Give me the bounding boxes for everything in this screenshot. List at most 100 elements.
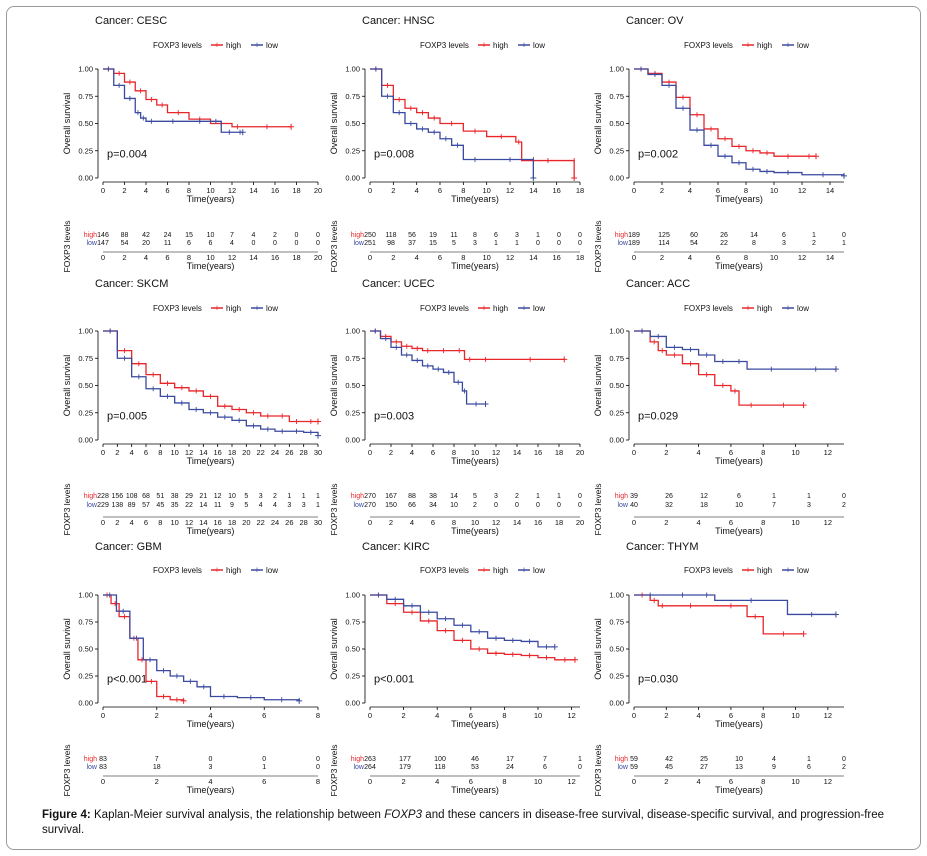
legend-marker-low: + — [785, 40, 790, 50]
x-tick-label: 12 — [798, 186, 806, 195]
risk-count-high: 125 — [658, 232, 670, 239]
x-tick-label: 2 — [664, 448, 668, 457]
x-tick-label: 20 — [314, 186, 322, 195]
risk-count-high: 4 — [772, 756, 776, 763]
risk-x-tick-label: 12 — [228, 253, 236, 262]
risk-count-low: 3 — [473, 240, 477, 247]
x-tick-label: 6 — [729, 448, 733, 457]
x-tick-label: 2 — [391, 186, 395, 195]
x-tick-label: 6 — [469, 711, 473, 720]
x-tick-label: 2 — [122, 186, 126, 195]
y-tick-label: 1.00 — [609, 591, 624, 600]
risk-count-high: 88 — [121, 232, 129, 239]
risk-count-low: 98 — [387, 240, 395, 247]
x-tick-label: 0 — [368, 711, 372, 720]
y-tick-label: 0.25 — [345, 408, 360, 417]
x-tick-label: 10 — [791, 448, 799, 457]
x-axis-label: Time(years) — [451, 719, 499, 729]
risk-x-tick-label: 4 — [435, 777, 439, 786]
risk-count-low: 66 — [408, 502, 416, 509]
y-axis-label: Overall survival — [329, 93, 339, 155]
risk-count-high: 3 — [494, 493, 498, 500]
x-tick-label: 14 — [826, 186, 834, 195]
risk-count-high: 24 — [164, 232, 172, 239]
legend-label-low: low — [266, 304, 278, 313]
risk-x-tick-label: 10 — [206, 253, 214, 262]
legend-marker-high: + — [745, 565, 750, 575]
risk-count-low: 0 — [316, 764, 320, 771]
risk-x-tick-label: 4 — [144, 253, 148, 262]
x-tick-label: 8 — [761, 448, 765, 457]
risk-x-tick-label: 4 — [697, 777, 701, 786]
risk-x-axis-label: Time(years) — [187, 526, 235, 536]
risk-x-tick-label: 14 — [529, 253, 537, 262]
y-tick-label: 0.00 — [345, 174, 360, 183]
risk-ylabel: FOXP3 levels — [329, 745, 339, 797]
risk-count-high: 29 — [185, 493, 193, 500]
risk-x-axis-label: Time(years) — [187, 261, 235, 271]
caption-label: Figure 4: — [42, 809, 91, 821]
risk-x-tick-label: 2 — [115, 518, 119, 527]
risk-count-low: 18 — [153, 764, 161, 771]
risk-x-tick-label: 8 — [761, 777, 765, 786]
risk-count-low: 0 — [557, 240, 561, 247]
risk-x-tick-label: 0 — [368, 518, 372, 527]
x-tick-label: 4 — [697, 448, 701, 457]
x-tick-label: 0 — [101, 448, 105, 457]
risk-x-tick-label: 12 — [506, 253, 514, 262]
risk-count-low: 15 — [429, 240, 437, 247]
censor-mark-high — [315, 418, 321, 425]
y-tick-label: 0.00 — [345, 436, 360, 445]
km-curve-low — [634, 594, 836, 616]
legend-label-low: low — [533, 304, 545, 313]
risk-count-high: 5 — [244, 493, 248, 500]
p-value: p=0.003 — [374, 410, 414, 422]
risk-ylabel: FOXP3 levels — [329, 221, 339, 273]
risk-count-low: 7 — [772, 502, 776, 509]
risk-count-high: 10 — [207, 232, 215, 239]
risk-count-high: 21 — [199, 493, 207, 500]
x-tick-label: 8 — [187, 186, 191, 195]
panel-title: Cancer: OV — [626, 15, 684, 27]
risk-count-low: 229 — [97, 502, 109, 509]
y-tick-label: 1.00 — [609, 327, 624, 336]
risk-x-tick-label: 4 — [415, 253, 419, 262]
x-tick-label: 8 — [502, 711, 506, 720]
legend-marker-high: + — [481, 303, 486, 313]
x-tick-label: 14 — [513, 448, 521, 457]
risk-count-low: 57 — [142, 502, 150, 509]
risk-count-high: 46 — [471, 756, 479, 763]
risk-row-label-low: low — [86, 240, 97, 247]
x-tick-label: 28 — [299, 448, 307, 457]
risk-count-high: 11 — [450, 232, 457, 239]
legend-marker-high: + — [481, 565, 486, 575]
risk-count-low: 40 — [630, 502, 638, 509]
panel-title: Cancer: GBM — [95, 541, 162, 553]
x-tick-label: 14 — [529, 186, 537, 195]
risk-count-high: 263 — [364, 756, 376, 763]
risk-count-low: 6 — [543, 764, 547, 771]
risk-count-high: 5 — [473, 493, 477, 500]
km-curve-high — [370, 68, 575, 178]
legend-marker-high: + — [214, 303, 219, 313]
x-tick-label: 8 — [158, 448, 162, 457]
risk-count-low: 83 — [99, 764, 107, 771]
risk-count-high: 156 — [111, 493, 123, 500]
risk-count-high: 0 — [209, 756, 213, 763]
panel-cesc: Cancer: CESC FOXP3 levels + high + low 0.00 0.2… — [62, 15, 322, 272]
risk-count-low: 5 — [452, 240, 456, 247]
y-tick-label: 0.50 — [609, 645, 624, 654]
risk-ylabel: FOXP3 levels — [329, 484, 339, 536]
risk-x-tick-label: 10 — [791, 777, 799, 786]
risk-row-label-high: high — [615, 232, 628, 239]
risk-row-label-high: high — [615, 493, 628, 500]
legend-label-high: high — [226, 566, 241, 575]
y-tick-label: 0.00 — [609, 174, 624, 183]
panel-skcm: Cancer: SKCM FOXP3 levels + high + low 0.00 0.2… — [62, 278, 322, 536]
risk-x-tick-label: 0 — [632, 518, 636, 527]
km-curve-high — [103, 68, 292, 128]
risk-row-label-low: low — [86, 764, 97, 771]
risk-x-tick-label: 6 — [716, 253, 720, 262]
x-tick-label: 4 — [130, 448, 134, 457]
x-tick-label: 10 — [482, 186, 490, 195]
